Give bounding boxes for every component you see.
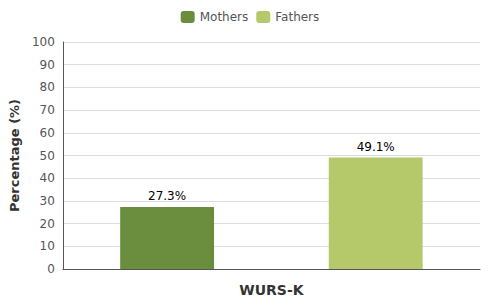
svg-text:20: 20 xyxy=(40,217,55,231)
svg-text:WURS-K: WURS-K xyxy=(239,282,304,298)
svg-text:50: 50 xyxy=(40,149,55,163)
svg-text:100: 100 xyxy=(32,35,55,49)
svg-text:Percentage (%): Percentage (%) xyxy=(7,99,22,212)
svg-text:60: 60 xyxy=(40,126,55,140)
svg-text:27.3%: 27.3% xyxy=(148,189,186,203)
svg-text:0: 0 xyxy=(47,262,55,276)
svg-text:10: 10 xyxy=(40,239,55,253)
svg-text:40: 40 xyxy=(40,171,55,185)
svg-text:30: 30 xyxy=(40,194,55,208)
svg-text:Fathers: Fathers xyxy=(275,10,319,24)
svg-text:Mothers: Mothers xyxy=(200,10,249,24)
svg-text:70: 70 xyxy=(40,103,55,117)
svg-text:90: 90 xyxy=(40,58,55,72)
svg-text:49.1%: 49.1% xyxy=(357,140,395,154)
svg-text:80: 80 xyxy=(40,80,55,94)
